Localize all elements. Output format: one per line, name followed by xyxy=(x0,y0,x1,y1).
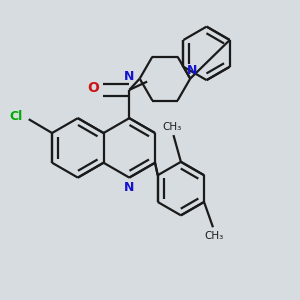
Text: N: N xyxy=(124,70,134,83)
Text: CH₃: CH₃ xyxy=(204,231,224,241)
Text: N: N xyxy=(124,181,134,194)
Text: Cl: Cl xyxy=(9,110,22,122)
Text: O: O xyxy=(87,81,99,95)
Text: N: N xyxy=(187,64,197,76)
Text: CH₃: CH₃ xyxy=(163,122,182,132)
